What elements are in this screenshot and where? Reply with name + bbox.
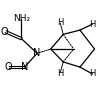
Text: O: O	[4, 62, 12, 72]
Text: O: O	[1, 27, 9, 37]
Text: H: H	[57, 69, 63, 78]
Text: NH₂: NH₂	[13, 14, 30, 23]
Text: N: N	[33, 48, 41, 58]
Text: H: H	[89, 20, 96, 29]
Text: H: H	[57, 18, 63, 27]
Text: N: N	[21, 62, 28, 72]
Text: H: H	[89, 69, 96, 78]
